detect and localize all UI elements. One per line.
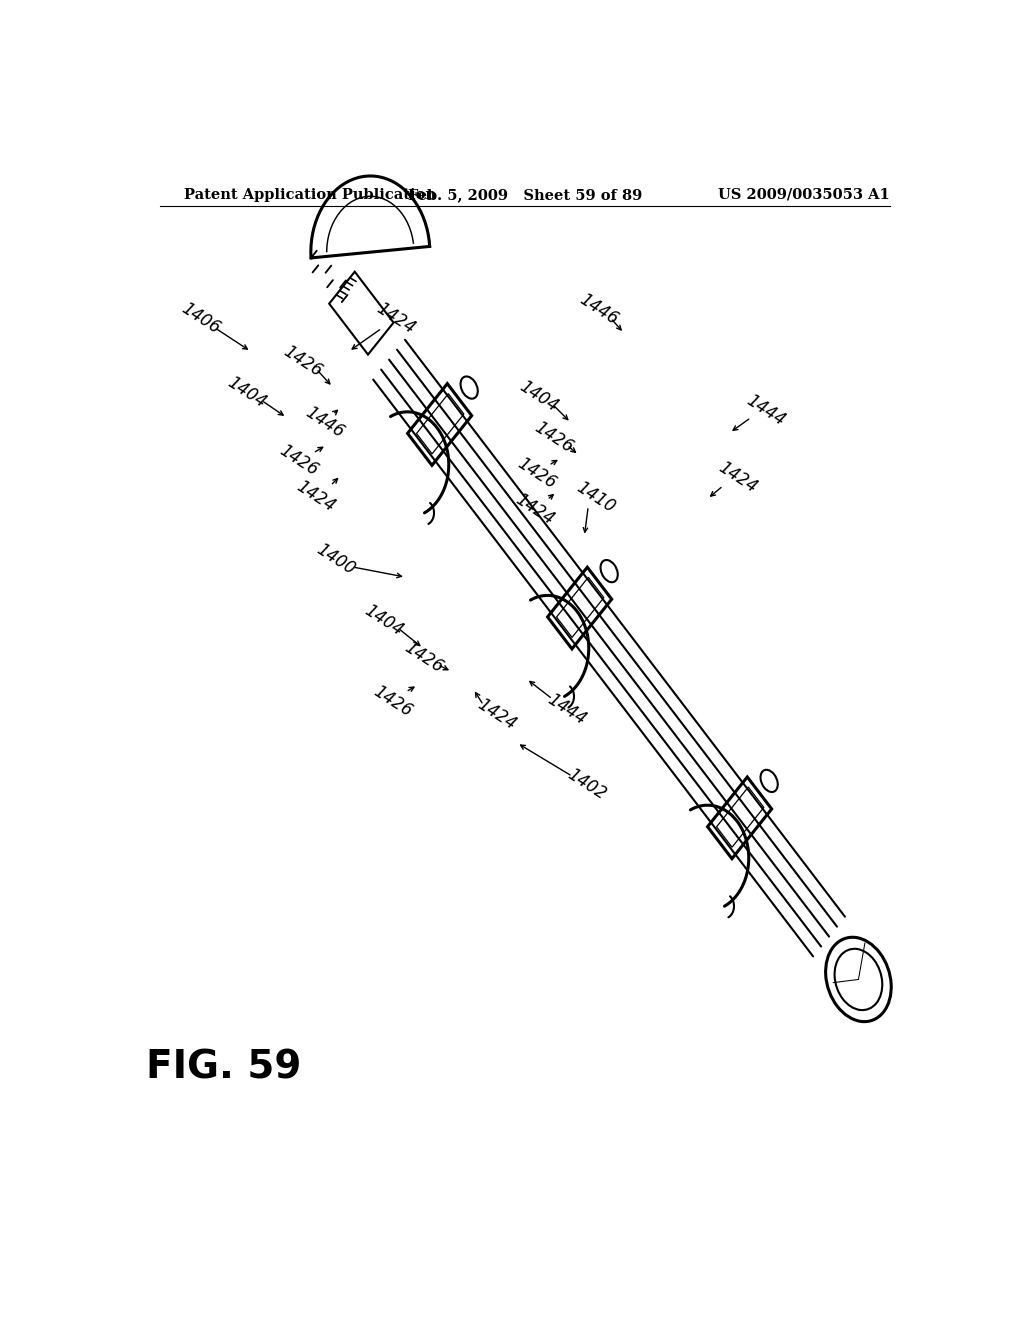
Text: 1426: 1426 xyxy=(370,682,415,721)
Text: 1402: 1402 xyxy=(564,766,609,804)
Text: 1424: 1424 xyxy=(512,490,557,528)
Text: 1424: 1424 xyxy=(715,458,760,496)
Text: 1404: 1404 xyxy=(360,602,407,640)
Text: 1444: 1444 xyxy=(742,391,788,429)
Text: US 2009/0035053 A1: US 2009/0035053 A1 xyxy=(718,187,890,202)
Text: 1446: 1446 xyxy=(302,404,347,442)
Text: 1426: 1426 xyxy=(280,343,326,380)
Text: 1404: 1404 xyxy=(516,378,562,416)
Text: 1446: 1446 xyxy=(575,290,622,329)
Text: Patent Application Publication: Patent Application Publication xyxy=(183,187,435,202)
Text: 1444: 1444 xyxy=(544,690,590,729)
Text: 1424: 1424 xyxy=(474,696,520,734)
Text: 1410: 1410 xyxy=(573,479,618,517)
Text: 1400: 1400 xyxy=(313,541,358,579)
Text: FIG. 59: FIG. 59 xyxy=(145,1048,301,1086)
Text: 1424: 1424 xyxy=(373,298,418,337)
Text: 1426: 1426 xyxy=(514,454,559,492)
Text: Feb. 5, 2009   Sheet 59 of 89: Feb. 5, 2009 Sheet 59 of 89 xyxy=(408,187,642,202)
Text: 1424: 1424 xyxy=(293,478,339,516)
Text: 1404: 1404 xyxy=(224,374,269,412)
Text: 1426: 1426 xyxy=(401,639,446,677)
Text: 1426: 1426 xyxy=(275,441,322,479)
Text: 1406: 1406 xyxy=(178,298,223,337)
Text: 1426: 1426 xyxy=(531,417,577,455)
